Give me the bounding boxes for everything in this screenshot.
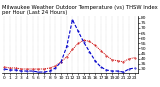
Text: Milwaukee Weather Outdoor Temperature (vs) THSW Index per Hour (Last 24 Hours): Milwaukee Weather Outdoor Temperature (v… — [2, 5, 157, 15]
